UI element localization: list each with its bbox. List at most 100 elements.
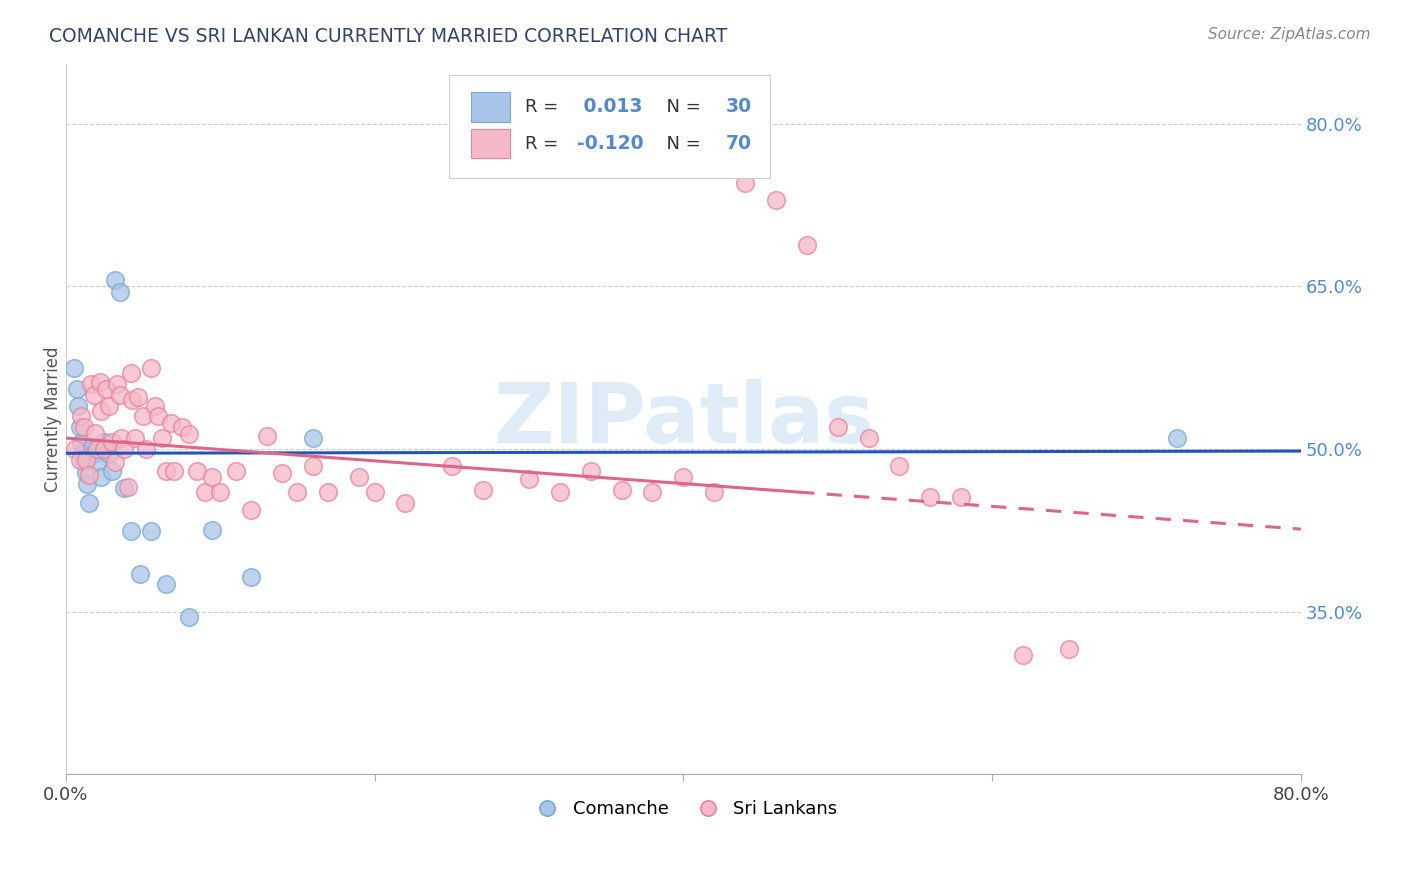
Point — [347, 470, 370, 484]
Point — [703, 485, 725, 500]
Point — [155, 577, 177, 591]
Point — [73, 455, 96, 469]
Point — [672, 470, 695, 484]
Point — [517, 472, 540, 486]
Point — [159, 416, 181, 430]
Point — [363, 485, 385, 500]
Point — [75, 452, 97, 467]
Point — [75, 466, 97, 480]
Legend: Comanche, Sri Lankans: Comanche, Sri Lankans — [522, 793, 845, 825]
Point — [83, 387, 105, 401]
Point — [89, 375, 111, 389]
Point — [579, 464, 602, 478]
Point — [98, 399, 121, 413]
Point — [194, 485, 217, 500]
Point — [240, 570, 263, 584]
Point — [135, 442, 157, 456]
Point — [148, 409, 170, 424]
Point — [440, 459, 463, 474]
Point — [287, 485, 309, 500]
Point — [316, 485, 339, 500]
Point — [471, 483, 494, 497]
Point — [65, 382, 87, 396]
Point — [163, 464, 186, 478]
Point — [69, 452, 91, 467]
Point — [301, 459, 323, 474]
Text: ZIPatlas: ZIPatlas — [494, 378, 875, 459]
Point — [127, 390, 149, 404]
Point — [72, 447, 94, 461]
Point — [179, 426, 201, 441]
Point — [256, 429, 278, 443]
Point — [201, 523, 224, 537]
Point — [117, 480, 139, 494]
Point — [394, 496, 416, 510]
Point — [734, 177, 756, 191]
Point — [150, 431, 173, 445]
Point — [83, 446, 105, 460]
Point — [132, 409, 155, 424]
Point — [548, 485, 571, 500]
Point — [765, 193, 787, 207]
Point — [114, 481, 136, 495]
Point — [62, 360, 84, 375]
Point — [89, 440, 111, 454]
Point — [240, 502, 263, 516]
Text: -0.120: -0.120 — [576, 134, 644, 153]
Point — [796, 238, 818, 252]
Point — [121, 393, 143, 408]
Point — [67, 399, 90, 413]
Text: R =: R = — [526, 135, 564, 153]
Point — [143, 399, 166, 413]
Point — [94, 382, 117, 396]
Point — [1059, 642, 1081, 657]
FancyBboxPatch shape — [449, 75, 770, 178]
Point — [77, 467, 100, 482]
Point — [77, 496, 100, 510]
Point — [80, 440, 103, 454]
Point — [301, 431, 323, 445]
Point — [155, 464, 177, 478]
Point — [108, 285, 131, 299]
Point — [225, 464, 247, 478]
Point — [209, 485, 232, 500]
Point — [93, 435, 115, 450]
Point — [105, 376, 128, 391]
Text: N =: N = — [655, 135, 706, 153]
Point — [858, 431, 880, 445]
Point — [1166, 431, 1188, 445]
Point — [104, 273, 127, 287]
Point — [101, 435, 124, 450]
Text: COMANCHE VS SRI LANKAN CURRENTLY MARRIED CORRELATION CHART: COMANCHE VS SRI LANKAN CURRENTLY MARRIED… — [49, 27, 727, 45]
Point — [79, 376, 101, 391]
Point — [90, 404, 112, 418]
Point — [889, 459, 911, 474]
Point — [98, 447, 121, 461]
Point — [129, 566, 152, 581]
Point — [73, 420, 96, 434]
Point — [120, 524, 142, 539]
Point — [950, 490, 973, 504]
Point — [179, 610, 201, 624]
Point — [170, 420, 193, 434]
Point — [201, 470, 224, 484]
Point — [827, 420, 849, 434]
Point — [271, 466, 294, 480]
Point — [69, 420, 91, 434]
Point — [76, 476, 98, 491]
Point — [84, 425, 107, 440]
Point — [139, 360, 162, 375]
Text: 30: 30 — [725, 97, 751, 116]
Text: 70: 70 — [725, 134, 751, 153]
Y-axis label: Currently Married: Currently Married — [44, 346, 62, 491]
Point — [90, 470, 112, 484]
Point — [920, 490, 942, 504]
Point — [186, 464, 208, 478]
Point — [70, 409, 93, 424]
Point — [110, 431, 132, 445]
Point — [124, 431, 146, 445]
Point — [610, 483, 633, 497]
Point — [641, 485, 664, 500]
Point — [104, 455, 127, 469]
Point — [120, 366, 142, 380]
